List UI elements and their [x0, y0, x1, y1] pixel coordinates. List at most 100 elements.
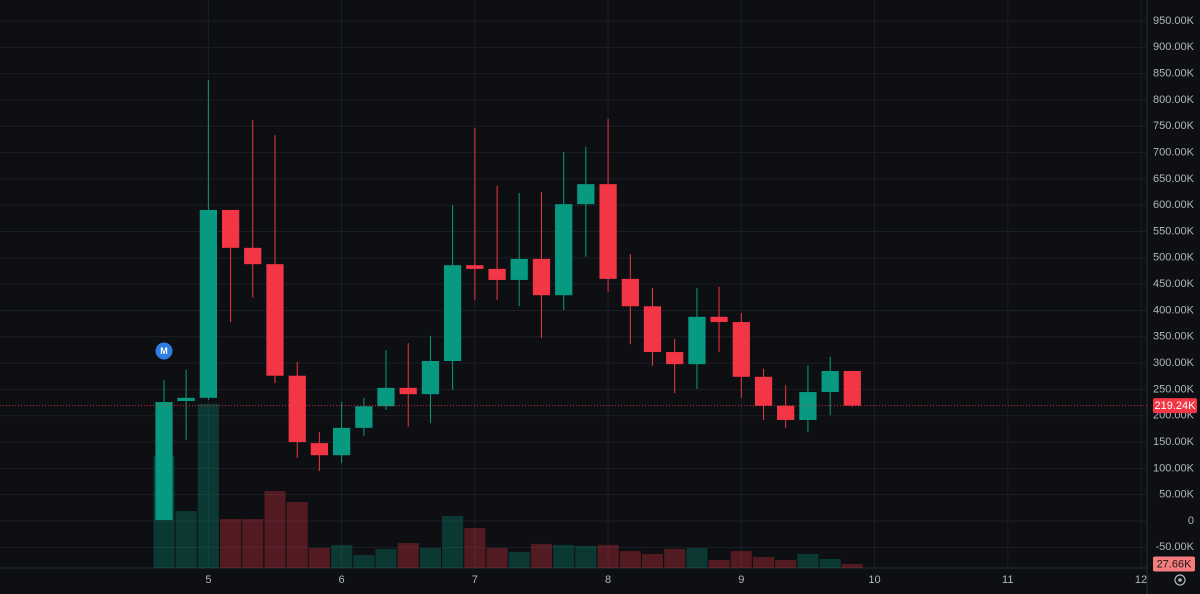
volume-bar — [508, 552, 530, 568]
volume-bar — [841, 563, 863, 568]
y-tick-label: 800.00K — [1153, 94, 1195, 106]
candle-body — [266, 264, 284, 376]
event-marker[interactable] — [155, 342, 173, 360]
y-tick-label: -50.00K — [1155, 541, 1194, 553]
y-tick-label: 900.00K — [1153, 41, 1195, 53]
candle-body — [577, 184, 595, 205]
volume-bar — [575, 545, 597, 568]
candle-body — [222, 209, 240, 248]
candle-body — [488, 268, 506, 280]
volume-label: 27.66K — [1157, 558, 1193, 570]
candle-body — [288, 375, 306, 443]
candle-body — [643, 306, 662, 353]
x-tick-label: 9 — [738, 574, 744, 586]
y-tick-label: 500.00K — [1153, 252, 1195, 264]
event-marker-label: M — [160, 346, 168, 356]
x-tick-label: 5 — [205, 574, 211, 586]
volume-bar — [486, 547, 508, 568]
candle-body — [710, 316, 728, 323]
candle-body — [821, 371, 839, 393]
candle-body — [732, 322, 750, 377]
candle-body — [377, 387, 395, 407]
volume-bar — [175, 511, 197, 568]
y-tick-label: 350.00K — [1153, 331, 1195, 343]
volume-layer — [153, 403, 863, 568]
volume-bar — [197, 403, 219, 568]
candle-body — [843, 371, 861, 406]
volume-bar — [686, 547, 708, 568]
y-tick-label: 700.00K — [1153, 146, 1195, 158]
candle-body — [310, 443, 328, 456]
candle-body — [466, 265, 484, 269]
volume-label-bg — [1153, 556, 1195, 572]
candle-body — [666, 352, 684, 365]
y-tick-label: 650.00K — [1153, 173, 1195, 185]
volume-bar — [775, 560, 797, 568]
candle-body — [754, 376, 773, 406]
volume-bar — [331, 544, 353, 568]
x-tick-label: 6 — [339, 574, 345, 586]
y-tick-label: 600.00K — [1153, 199, 1195, 211]
volume-bar — [752, 556, 775, 568]
label-layer: -50.00K050.00K100.00K150.00K200.00K250.0… — [0, 15, 1197, 586]
y-tick-label: 100.00K — [1153, 462, 1195, 474]
volume-bar — [375, 549, 397, 568]
x-tick-label: 8 — [605, 574, 611, 586]
volume-bar — [553, 544, 575, 568]
x-tick-label: 11 — [1002, 574, 1013, 586]
y-tick-label: 750.00K — [1153, 120, 1195, 132]
volume-bar — [442, 515, 464, 568]
volume-bar — [419, 547, 442, 568]
volume-bar — [308, 547, 330, 568]
candle-body — [155, 402, 173, 520]
y-tick-label: 450.00K — [1153, 278, 1195, 290]
volume-bar — [641, 553, 663, 568]
y-tick-label: 550.00K — [1153, 225, 1195, 237]
volume-bar — [530, 543, 553, 568]
volume-bar — [220, 518, 242, 568]
y-tick-label: 400.00K — [1153, 304, 1195, 316]
volume-bar — [797, 553, 819, 568]
candle-body — [777, 405, 795, 420]
candle-body — [621, 278, 639, 307]
candle-body — [443, 265, 462, 361]
candle-body — [555, 204, 573, 296]
volume-bar — [264, 491, 286, 568]
x-tick-label: 10 — [868, 574, 880, 586]
volume-bar — [664, 549, 686, 568]
settings-icon-dot — [1178, 578, 1182, 582]
volume-bar — [819, 559, 841, 568]
y-tick-label: 150.00K — [1153, 436, 1195, 448]
candle-body — [599, 184, 617, 279]
volume-bar — [730, 551, 752, 568]
volume-bar — [353, 554, 375, 568]
candle-body — [199, 209, 218, 398]
y-tick-label: 0 — [1188, 515, 1194, 527]
candle-body — [510, 258, 528, 280]
volume-bar — [597, 544, 619, 568]
candle-body — [688, 316, 706, 365]
volume-bar — [619, 551, 641, 568]
candle-body — [244, 247, 262, 265]
volume-bar — [286, 502, 308, 568]
grid — [0, 0, 1147, 568]
y-tick-label: 850.00K — [1153, 68, 1195, 80]
candle-body — [332, 427, 351, 456]
price-label: 219.24K — [1155, 400, 1197, 412]
volume-bar — [464, 527, 486, 568]
price-label-bg — [1153, 398, 1197, 414]
volume-bar — [708, 560, 730, 568]
candle-body — [399, 387, 417, 395]
y-tick-label: 950.00K — [1153, 15, 1195, 27]
y-tick-label: 250.00K — [1153, 383, 1195, 395]
candle-body — [532, 258, 551, 296]
y-tick-label: 300.00K — [1153, 357, 1195, 369]
volume-bar — [242, 518, 264, 568]
candle-body — [355, 406, 373, 428]
settings-icon[interactable] — [1174, 574, 1186, 586]
x-tick-label: 7 — [472, 574, 478, 586]
candle-body — [177, 397, 195, 401]
candle-layer — [155, 79, 861, 520]
